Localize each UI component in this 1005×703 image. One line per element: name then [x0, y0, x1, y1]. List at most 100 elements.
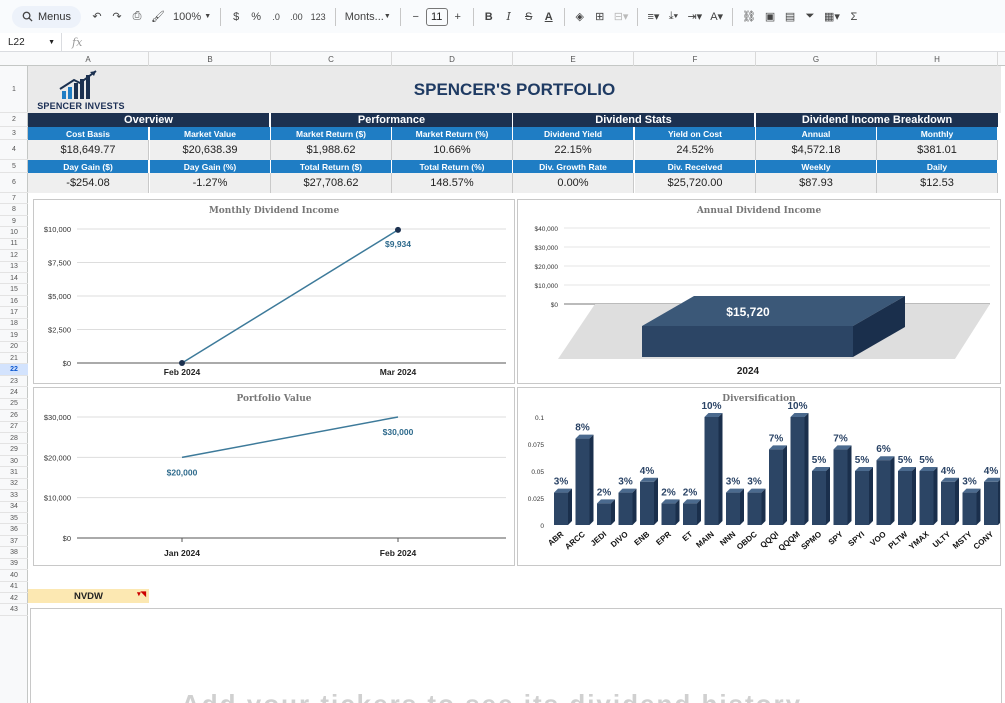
metric-header-cell[interactable]: Total Return ($) [271, 160, 392, 173]
row-header-29[interactable]: 29 [0, 444, 28, 456]
undo-icon[interactable]: ↶ [92, 11, 102, 23]
font-size-decrease-button[interactable]: − [412, 10, 419, 23]
name-box[interactable]: L22 ▼ [0, 32, 62, 52]
borders-icon[interactable]: ⊞ [595, 11, 605, 23]
metric-value-cell[interactable]: $25,720.00 [635, 173, 756, 193]
row-header-17[interactable]: 17 [0, 307, 28, 319]
metric-header-cell[interactable]: Market Return (%) [392, 127, 513, 140]
link-icon[interactable]: ⛓ [742, 11, 757, 23]
row-header-41[interactable]: 41 [0, 582, 28, 594]
print-icon[interactable]: ⎙ [132, 10, 142, 22]
row-header-18[interactable]: 18 [0, 319, 28, 331]
comment-icon[interactable]: ▣ [764, 11, 776, 23]
redo-icon[interactable]: ↷ [112, 11, 122, 23]
decrease-decimal-button[interactable]: .0 [272, 11, 280, 22]
row-header-31[interactable]: 31 [0, 467, 28, 479]
number-format-button[interactable]: 123 [310, 11, 326, 22]
metric-header-cell[interactable]: Day Gain ($) [28, 160, 149, 173]
row-header-5[interactable]: 5 [0, 160, 28, 173]
text-rotation-icon[interactable]: A▾ [710, 11, 724, 23]
strikethrough-icon[interactable]: S [525, 10, 533, 23]
column-header-g[interactable]: G [756, 52, 877, 66]
metric-value-cell[interactable]: 22.15% [513, 140, 634, 160]
font-select[interactable]: Monts... ▼ [341, 5, 395, 29]
row-header-1[interactable]: 1 [0, 66, 28, 113]
functions-icon[interactable]: Σ [850, 10, 858, 23]
diversification-chart[interactable]: Diversification 0.1 0.075 0.05 0.025 0 3% ABR 8%… [517, 387, 1001, 566]
metric-header-cell[interactable]: Total Return (%) [392, 160, 513, 173]
row-header-11[interactable]: 11 [0, 239, 28, 251]
row-header-20[interactable]: 20 [0, 342, 28, 353]
metric-value-cell[interactable]: $20,638.39 [150, 140, 271, 160]
row-header-28[interactable]: 28 [0, 433, 28, 445]
column-header-b[interactable]: B [150, 52, 271, 66]
italic-icon[interactable]: I [506, 10, 511, 23]
monthly-dividend-chart[interactable]: Monthly Dividend Income $10,000 $7,500 $5,0… [33, 199, 515, 384]
metric-value-cell[interactable]: $381.01 [877, 140, 998, 160]
metric-value-cell[interactable]: $4,572.18 [756, 140, 877, 160]
metric-value-cell[interactable]: $87.93 [756, 173, 877, 193]
metric-header-cell[interactable]: Cost Basis [28, 127, 149, 140]
metric-value-cell[interactable]: 148.57% [392, 173, 513, 193]
metric-header-cell[interactable]: Weekly [756, 160, 877, 173]
metric-header-cell[interactable]: Market Return ($) [271, 127, 392, 140]
row-header-33[interactable]: 33 [0, 490, 28, 502]
row-header-25[interactable]: 25 [0, 399, 28, 411]
column-header-e[interactable]: E [513, 52, 634, 66]
row-header-12[interactable]: 12 [0, 250, 28, 262]
increase-decimal-button[interactable]: .00 [290, 11, 303, 22]
row-header-37[interactable]: 37 [0, 536, 28, 548]
metric-header-cell[interactable]: Dividend Yield [513, 127, 634, 140]
row-header-38[interactable]: 38 [0, 547, 28, 559]
row-header-23[interactable]: 23 [0, 376, 28, 388]
row-header-2[interactable]: 2 [0, 113, 28, 127]
zoom-select[interactable]: 100% ▼ [169, 5, 215, 29]
row-header-39[interactable]: 39 [0, 559, 28, 571]
row-header-32[interactable]: 32 [0, 479, 28, 491]
filter-icon[interactable]: ⏷ [805, 10, 815, 22]
metric-value-cell[interactable]: $27,708.62 [271, 173, 392, 193]
currency-format-button[interactable]: $ [233, 10, 240, 23]
text-color-icon[interactable]: A [544, 10, 553, 23]
row-header-4[interactable]: 4 [0, 140, 28, 160]
row-header-9[interactable]: 9 [0, 216, 28, 228]
row-header-3[interactable]: 3 [0, 127, 28, 140]
portfolio-value-chart[interactable]: Portfolio Value $30,000 $20,000 $10,000 $0 Ja… [33, 387, 515, 566]
metric-value-cell[interactable]: $18,649.77 [28, 140, 149, 160]
column-header-f[interactable]: F [635, 52, 756, 66]
metric-header-cell[interactable]: Annual [756, 127, 877, 140]
row-header-6[interactable]: 6 [0, 173, 28, 193]
percent-format-button[interactable]: % [251, 10, 262, 23]
column-header-c[interactable]: C [271, 52, 392, 66]
metric-header-cell[interactable]: Monthly [877, 127, 998, 140]
column-header-a[interactable]: A [28, 52, 149, 66]
ticker-dropdown[interactable]: NVDW ▾◥ [28, 589, 149, 603]
paint-format-icon[interactable]: 🖌 [151, 11, 165, 23]
metric-value-cell[interactable]: $12.53 [877, 173, 998, 193]
horizontal-align-icon[interactable]: ≡▾ [647, 11, 660, 23]
metric-header-cell[interactable]: Market Value [150, 127, 271, 140]
row-header-7[interactable]: 7 [0, 193, 28, 205]
column-header-h[interactable]: H [877, 52, 998, 66]
row-header-13[interactable]: 13 [0, 262, 28, 273]
metric-header-cell[interactable]: Div. Growth Rate [513, 160, 634, 173]
row-header-27[interactable]: 27 [0, 422, 28, 434]
annual-dividend-chart[interactable]: Annual Dividend Income $40,000 $30,000 $20,… [517, 199, 1001, 384]
row-header-30[interactable]: 30 [0, 456, 28, 468]
text-wrap-icon[interactable]: ⇥▾ [687, 11, 703, 23]
metric-value-cell[interactable]: -1.27% [150, 173, 271, 193]
row-header-15[interactable]: 15 [0, 284, 28, 296]
row-header-16[interactable]: 16 [0, 296, 28, 308]
chart-icon[interactable]: ▤ [784, 11, 796, 23]
row-header-36[interactable]: 36 [0, 524, 28, 536]
row-header-14[interactable]: 14 [0, 273, 28, 285]
font-size-increase-button[interactable]: + [454, 10, 461, 23]
metric-value-cell[interactable]: 0.00% [513, 173, 634, 193]
menus-search[interactable]: Menus [12, 5, 82, 28]
row-header-35[interactable]: 35 [0, 513, 28, 525]
metric-value-cell[interactable]: 24.52% [635, 140, 756, 160]
column-header-d[interactable]: D [392, 52, 513, 66]
row-header-34[interactable]: 34 [0, 502, 28, 514]
row-header-26[interactable]: 26 [0, 410, 28, 422]
vertical-align-icon[interactable]: ⤓▾ [668, 10, 679, 22]
